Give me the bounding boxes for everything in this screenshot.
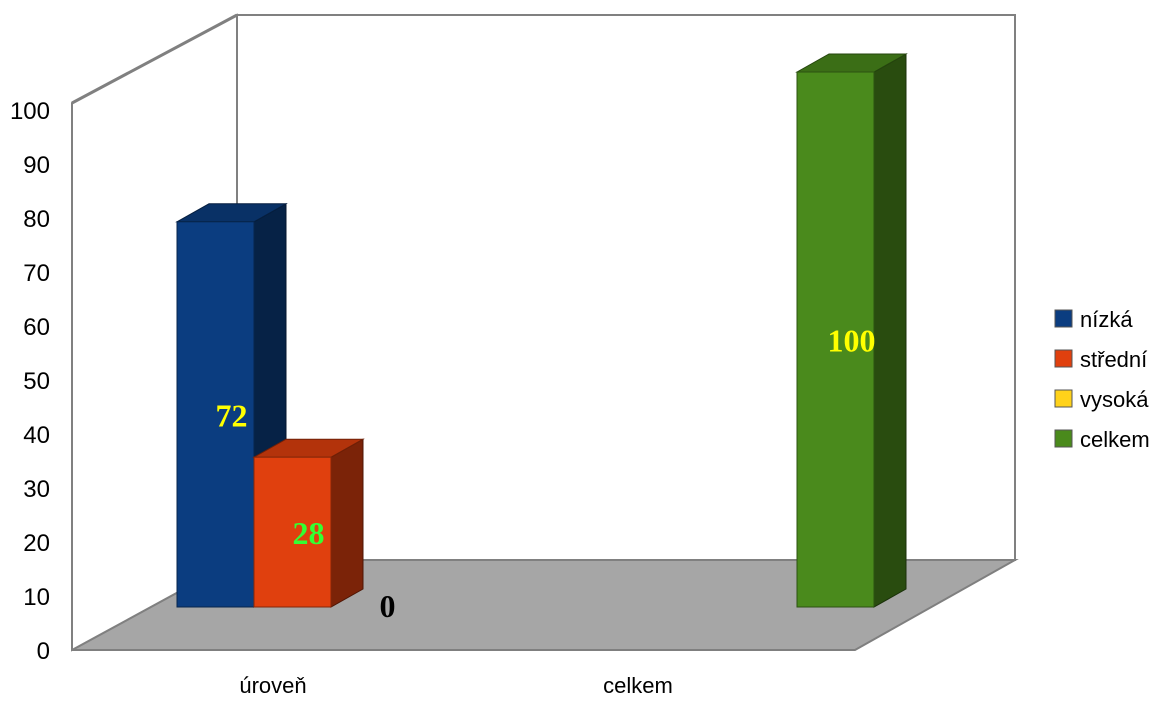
y-tick-label: 40: [23, 422, 50, 449]
legend-label: střední: [1080, 347, 1147, 372]
y-tick-label: 90: [23, 152, 50, 179]
bar-front-face: [796, 71, 875, 608]
legend-label: nízká: [1080, 307, 1133, 332]
y-tick-label: 50: [23, 368, 50, 395]
legend-swatch: [1054, 429, 1073, 448]
legend-item: nízká: [1054, 307, 1133, 332]
data-labels: 72 28 0 100: [216, 323, 876, 625]
legend-label: celkem: [1080, 427, 1150, 452]
y-tick-label: 30: [23, 476, 50, 503]
legend-label: vysoká: [1080, 387, 1149, 412]
y-tick-label: 70: [23, 260, 50, 287]
legend-swatch: [1054, 389, 1073, 408]
data-label: 72: [216, 397, 248, 433]
bar-0-1: [252, 438, 365, 608]
category-label: úroveň: [239, 673, 306, 698]
bar-side-face: [330, 438, 364, 608]
bar-front-face: [253, 456, 332, 608]
category-labels: úroveň celkem: [239, 673, 672, 698]
data-label: 28: [293, 515, 325, 551]
y-tick-label: 10: [23, 584, 50, 611]
data-label: 100: [828, 323, 876, 359]
y-tick-label: 0: [37, 638, 50, 665]
data-label: 0: [380, 588, 396, 624]
legend-swatch: [1054, 349, 1073, 368]
category-label: celkem: [603, 673, 673, 698]
legend-swatch: [1054, 309, 1073, 328]
y-axis-ticks: 0 10 20 30 40 50 60 70 80 90 100: [10, 98, 50, 665]
legend: nízká střední vysoká celkem: [1054, 307, 1150, 452]
bars: [175, 53, 908, 608]
bar-front-face: [176, 221, 255, 608]
y-tick-label: 80: [23, 206, 50, 233]
bar-side-face: [873, 53, 907, 608]
legend-item: střední: [1054, 347, 1147, 372]
y-tick-label: 100: [10, 98, 50, 125]
legend-item: celkem: [1054, 427, 1150, 452]
y-tick-label: 20: [23, 530, 50, 557]
legend-item: vysoká: [1054, 387, 1149, 412]
bar-1-3: [795, 53, 908, 608]
back-wall-top-edge: [71, 13, 238, 105]
y-tick-label: 60: [23, 314, 50, 341]
